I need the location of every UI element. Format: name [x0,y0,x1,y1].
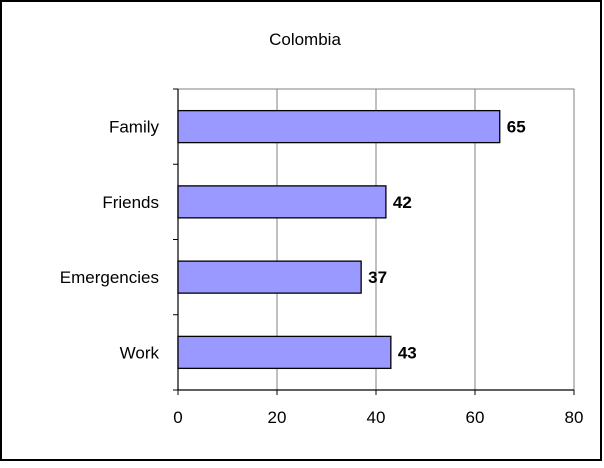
category-label-family: Family [109,118,160,137]
data-label-family: 65 [507,118,526,137]
x-tick-label-60: 60 [466,408,485,427]
bar-emergencies [177,260,362,294]
data-label-emergencies: 37 [368,268,387,287]
bar-family [177,109,501,144]
data-label-work: 43 [398,343,417,362]
category-label-work: Work [120,343,160,362]
x-tick-label-0: 0 [173,408,182,427]
bar-work [177,335,392,370]
x-tick-label-80: 80 [565,408,584,427]
chart-title: Colombia [269,30,341,49]
category-label-emergencies: Emergencies [60,268,159,287]
data-label-friends: 42 [393,193,412,212]
category-label-friends: Friends [102,193,159,212]
plot-area: 0 20 40 60 80 Family 65 Friends 42 Emergencies 37 W… [60,88,584,427]
x-tick-label-40: 40 [367,408,386,427]
x-tick-label-20: 20 [268,408,287,427]
bar-friends [177,185,387,219]
